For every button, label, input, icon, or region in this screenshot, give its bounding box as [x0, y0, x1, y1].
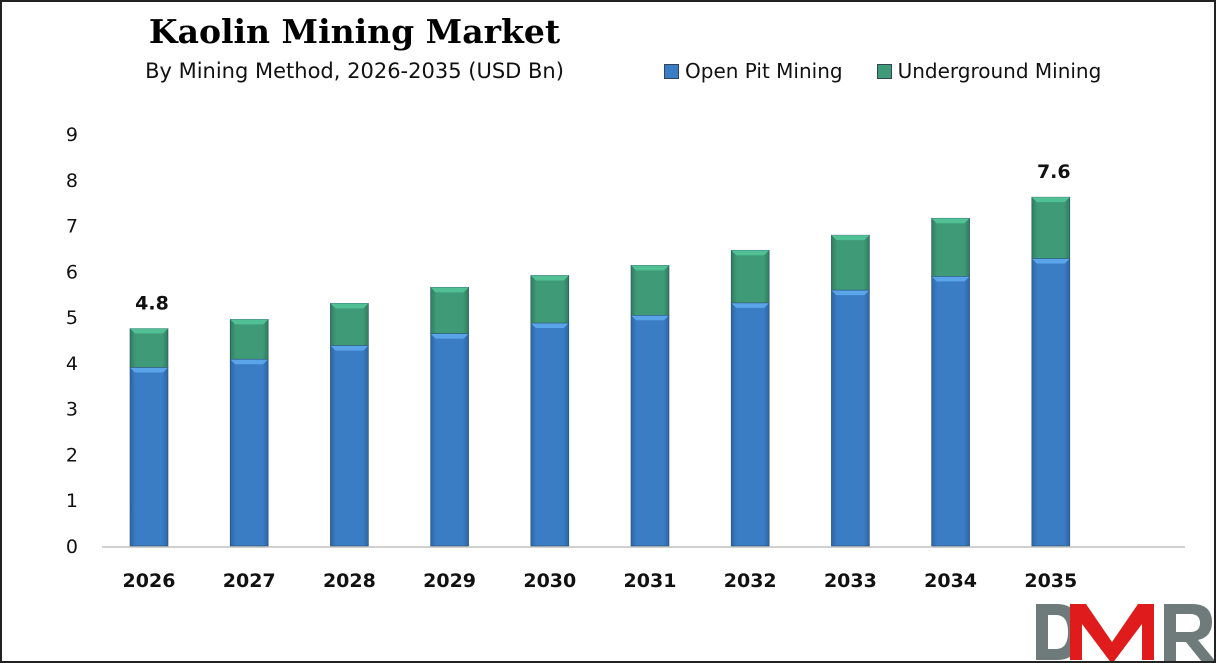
- x-tick-label: 2032: [724, 570, 777, 592]
- bar-bevel: [530, 323, 569, 329]
- x-tick-label: 2031: [624, 570, 677, 592]
- x-tick-label: 2030: [523, 570, 576, 592]
- chart-title: Kaolin Mining Market: [148, 12, 561, 51]
- legend-label: Underground Mining: [897, 59, 1102, 83]
- bar-underground-2033: [831, 234, 870, 291]
- bar-underground-2034: [931, 217, 970, 277]
- bar-open-pit-2031: [630, 314, 670, 547]
- y-tick-label: 9: [66, 124, 78, 146]
- x-tick-label: 2029: [423, 570, 476, 592]
- bar-bevel: [230, 319, 269, 325]
- bar-underground-2027: [229, 319, 269, 360]
- y-tick-label: 2: [66, 444, 78, 466]
- data-label-2035: 7.6: [1037, 161, 1071, 183]
- x-tick-label: 2035: [1024, 570, 1077, 592]
- y-tick-label: 7: [66, 216, 78, 238]
- bar-bevel: [931, 218, 970, 224]
- bar-underground-2026: [129, 328, 169, 368]
- bar-underground-2029: [430, 287, 469, 334]
- bar-bevel: [330, 345, 369, 351]
- bar-bevel: [430, 287, 469, 293]
- bar-bevel: [130, 367, 168, 373]
- bar-open-pit-2035: [1031, 258, 1071, 547]
- bar-bevel: [1031, 258, 1070, 264]
- bar-bevel: [731, 302, 770, 308]
- bar-open-pit-2032: [730, 302, 770, 547]
- x-tick-label: 2033: [824, 570, 877, 592]
- bar-bevel: [631, 265, 669, 271]
- bar-underground-2031: [630, 265, 670, 316]
- bar-open-pit-2028: [330, 345, 369, 547]
- chart-subtitle: By Mining Method, 2026-2035 (USD Bn): [145, 59, 564, 83]
- bar-bevel: [831, 235, 870, 241]
- bar-bevel: [130, 328, 168, 334]
- data-label-2026: 4.8: [135, 293, 169, 315]
- y-tick-label: 3: [66, 399, 78, 421]
- y-tick-label: 0: [66, 536, 78, 558]
- legend-item-open-pit: Open Pit Mining: [664, 59, 843, 83]
- bar-open-pit-2026: [129, 367, 169, 547]
- bar-open-pit-2030: [530, 322, 570, 547]
- bar-underground-2030: [530, 275, 570, 324]
- bar-bevel: [831, 290, 870, 296]
- y-tick-label: 1: [66, 490, 78, 512]
- legend: Open Pit Mining Underground Mining: [664, 59, 1101, 83]
- legend-item-underground: Underground Mining: [876, 59, 1102, 83]
- legend-swatch-open-pit: [664, 63, 679, 79]
- bar-underground-2028: [330, 303, 369, 346]
- bar-bevel: [731, 250, 770, 256]
- bar-open-pit-2029: [430, 333, 469, 547]
- bar-bevel: [230, 359, 269, 365]
- legend-swatch-underground: [876, 63, 892, 79]
- bar-open-pit-2033: [831, 289, 870, 547]
- y-tick-label: 4: [66, 353, 78, 375]
- x-tick-label: 2027: [223, 570, 276, 592]
- bar-bevel: [631, 315, 669, 321]
- bar-bevel: [330, 303, 369, 309]
- x-tick-label: 2026: [123, 570, 176, 592]
- bar-bevel: [430, 333, 469, 339]
- x-tick-label: 2034: [924, 570, 977, 592]
- bar-bevel: [1031, 197, 1070, 203]
- bar-open-pit-2034: [931, 276, 970, 547]
- legend-label: Open Pit Mining: [685, 59, 843, 83]
- y-tick-label: 5: [66, 307, 78, 329]
- bar-bevel: [530, 275, 569, 281]
- bar-bevel: [931, 276, 970, 282]
- bar-open-pit-2027: [229, 358, 269, 547]
- y-tick-label: 6: [66, 261, 78, 283]
- y-tick-label: 8: [66, 170, 78, 192]
- x-tick-label: 2028: [323, 570, 376, 592]
- bar-underground-2032: [730, 249, 770, 304]
